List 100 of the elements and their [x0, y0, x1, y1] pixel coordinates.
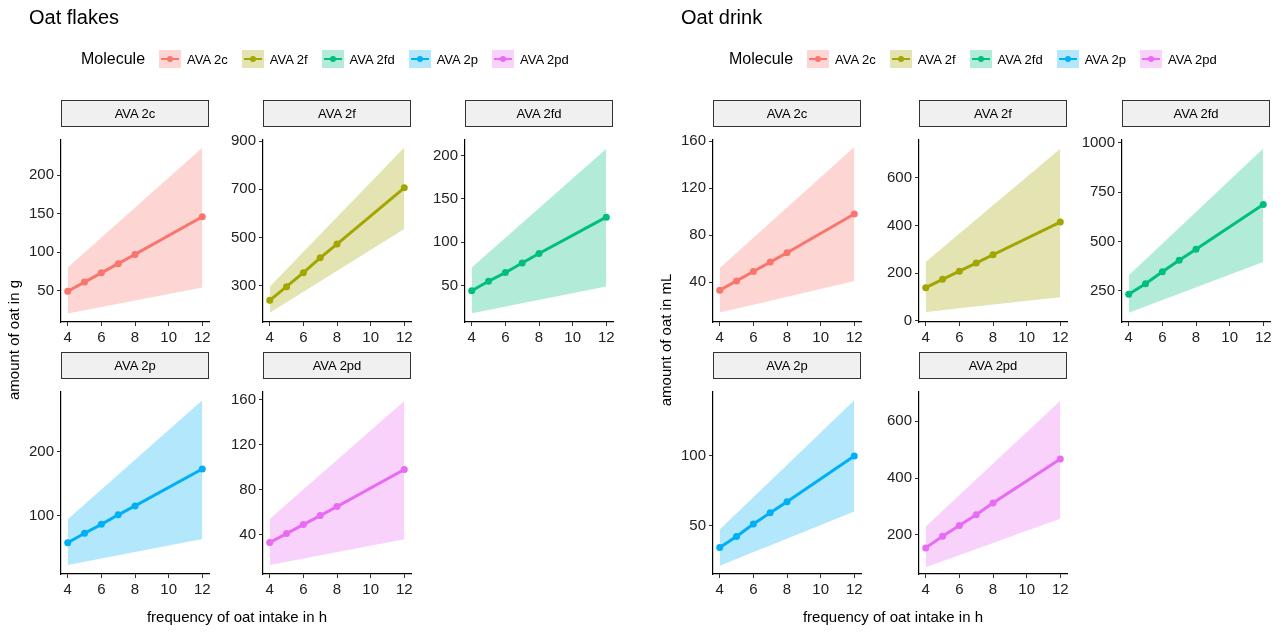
x-tick-label: 4	[921, 580, 930, 598]
text: frequency of oat intake in h	[802, 608, 984, 625]
y-tick-label: 200	[28, 441, 54, 459]
legend-title: Molecule	[729, 50, 794, 68]
y-tick-label: 50	[37, 280, 54, 298]
point	[850, 210, 858, 218]
point	[501, 269, 509, 277]
x-tick-label: 8	[988, 328, 998, 346]
y-tick-label: 200	[432, 145, 458, 163]
x-tick-label: 12	[1051, 580, 1069, 598]
point	[198, 213, 206, 221]
point	[939, 532, 947, 540]
point	[1056, 218, 1064, 226]
x-tick-label: 12	[395, 328, 413, 346]
y-tick-label: 400	[886, 468, 912, 486]
text: Oat drink	[681, 6, 763, 29]
point	[518, 259, 526, 267]
point	[468, 287, 476, 295]
text: frequency of oat intake in h	[146, 608, 328, 625]
x-tick-label: 8	[782, 580, 792, 598]
point	[1056, 455, 1064, 463]
chart-title: AVA 2p	[61, 352, 209, 379]
point	[783, 498, 791, 506]
legend-title: Molecule	[81, 50, 146, 68]
chart-title: AVA 2f	[263, 100, 411, 127]
x-tick-label: 4	[715, 580, 724, 598]
chart-title: AVA 2f	[919, 100, 1067, 127]
chart-title: AVA 2p	[713, 352, 861, 379]
text: amount of oat in g	[4, 279, 22, 401]
y-tick-label: 750	[1089, 182, 1115, 200]
y-tick-label: 600	[886, 167, 912, 185]
point	[1259, 200, 1267, 208]
chart-title: AVA 2pd	[919, 352, 1067, 379]
point	[333, 240, 341, 248]
x-tick-label: 10	[564, 328, 581, 346]
point	[1125, 290, 1133, 298]
x-tick-label: 8	[782, 328, 792, 346]
point	[299, 521, 307, 529]
x-tick-label: 10	[160, 328, 177, 346]
y-tick-label: 40	[689, 272, 706, 290]
x-tick-label: 4	[921, 328, 930, 346]
point	[1175, 256, 1183, 264]
y-tick-label: 160	[680, 131, 706, 149]
x-tick-label: 8	[332, 328, 342, 346]
x-tick-label: 4	[467, 328, 476, 346]
point	[955, 521, 963, 529]
text: amount of oat in mL	[656, 273, 674, 407]
point	[1158, 268, 1166, 276]
x-tick-label: 10	[362, 580, 379, 598]
x-tick-label: 12	[845, 328, 863, 346]
y-tick-label: 600	[886, 411, 912, 429]
point	[97, 269, 105, 277]
y-tick-label: 160	[230, 390, 256, 407]
y-tick-label: 80	[239, 479, 256, 497]
x-tick-label: 10	[160, 580, 177, 598]
y-tick-label: 500	[230, 227, 256, 245]
y-tick-label: 200	[886, 263, 912, 281]
legend-label: AVA 2p	[1084, 51, 1127, 67]
point	[81, 278, 89, 286]
point	[283, 530, 291, 538]
x-tick-label: 10	[812, 328, 829, 346]
x-tick-label: 12	[1254, 328, 1272, 346]
chart-title: AVA 2fd	[465, 100, 613, 127]
point	[766, 258, 774, 266]
point	[939, 275, 947, 283]
point	[283, 283, 291, 291]
chart-title: AVA 2c	[61, 100, 209, 127]
point	[922, 284, 930, 292]
point	[131, 250, 139, 258]
point	[749, 520, 757, 528]
x-tick-label: 6	[97, 580, 106, 598]
legend-label: AVA 2pd	[1168, 51, 1217, 67]
x-tick-label: 10	[362, 328, 379, 346]
y-tick-label: 400	[886, 215, 912, 233]
point	[716, 286, 724, 294]
x-tick-label: 6	[97, 328, 106, 346]
point	[602, 213, 610, 221]
x-tick-label: 8	[130, 328, 140, 346]
y-tick-label: 200	[28, 165, 54, 183]
x-tick-label: 4	[715, 328, 724, 346]
point	[1192, 245, 1200, 253]
x-tick-label: 12	[193, 580, 211, 598]
x-tick-label: 6	[955, 328, 964, 346]
y-tick-label: 900	[230, 131, 256, 149]
y-tick-label: 150	[432, 189, 458, 207]
x-tick-label: 6	[749, 328, 758, 346]
text: Oat flakes	[29, 6, 120, 29]
x-tick-label: 4	[265, 328, 274, 346]
point	[131, 502, 139, 510]
x-tick-label: 4	[63, 328, 72, 346]
x-tick-label: 8	[130, 580, 140, 598]
point	[783, 249, 791, 257]
point	[97, 520, 105, 528]
y-tick-label: 1000	[1081, 132, 1115, 150]
point	[333, 503, 341, 511]
x-tick-label: 6	[299, 328, 308, 346]
point	[972, 511, 980, 519]
chart-title: AVA 2c	[713, 100, 861, 127]
point	[400, 184, 408, 192]
chart-title: AVA 2fd	[1122, 100, 1270, 127]
